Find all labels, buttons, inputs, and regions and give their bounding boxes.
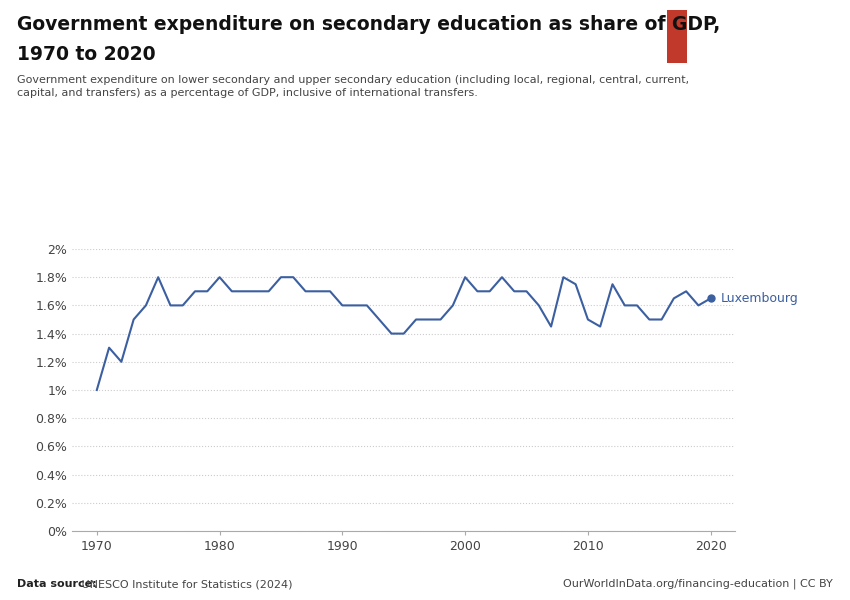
Text: OurWorldInData.org/financing-education | CC BY: OurWorldInData.org/financing-education |… <box>564 578 833 589</box>
Text: Luxembourg: Luxembourg <box>721 292 798 305</box>
Text: Government expenditure on lower secondary and upper secondary education (includi: Government expenditure on lower secondar… <box>17 75 689 98</box>
Text: Government expenditure on secondary education as share of GDP,: Government expenditure on secondary educ… <box>17 15 720 34</box>
Bar <box>667 10 687 63</box>
Text: UNESCO Institute for Statistics (2024): UNESCO Institute for Statistics (2024) <box>78 579 292 589</box>
Text: Our World: Our World <box>695 22 755 32</box>
Text: Data source:: Data source: <box>17 579 97 589</box>
Text: 1970 to 2020: 1970 to 2020 <box>17 45 156 64</box>
Text: in Data: in Data <box>695 41 738 51</box>
